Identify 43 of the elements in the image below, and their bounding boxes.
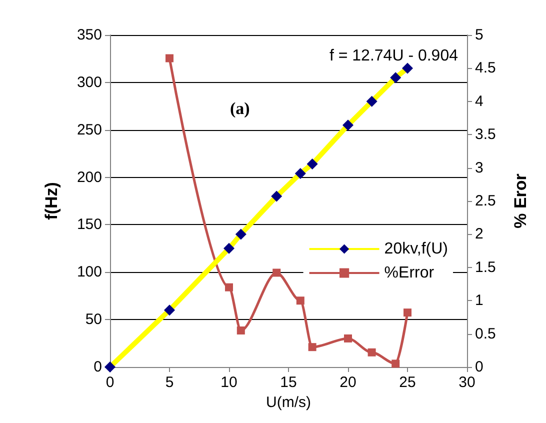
annotation: f = 12.74U - 0.904 (329, 48, 458, 64)
y2-tick-label: 4 (475, 92, 484, 110)
y-tick-label: 100 (76, 264, 102, 281)
y2-tick-label: 0 (475, 358, 484, 376)
y-tick-label: 50 (85, 311, 102, 328)
y-tick-label: 300 (76, 74, 102, 91)
x-axis-title: U(m/s) (266, 394, 311, 411)
y-tick-label: 150 (76, 216, 102, 234)
x-tick-label: 10 (220, 374, 238, 391)
y2-tick-label: 1.5 (475, 258, 496, 276)
x-tick-label: 30 (458, 374, 476, 391)
legend-label: 20kv,f(U) (384, 240, 448, 258)
y-axis-title: f(Hz) (42, 182, 61, 220)
y2-tick-label: 3.5 (475, 126, 496, 144)
point (236, 326, 245, 334)
x-tick-label: 0 (106, 374, 114, 391)
y2-tick-label: 2 (475, 226, 484, 243)
point (404, 308, 412, 317)
point (225, 283, 233, 292)
point (296, 296, 304, 305)
y2-tick-label: 3 (475, 159, 484, 176)
x-tick-label: 25 (399, 374, 416, 391)
y2-tick-label: 2.5 (475, 192, 496, 210)
point (308, 343, 316, 352)
x-tick-label: 20 (340, 374, 356, 391)
y-tick-label: 350 (76, 26, 102, 44)
point (272, 268, 281, 277)
point (392, 360, 400, 368)
y2-tick-label: 0.5 (475, 325, 496, 342)
y2-tick-label: 4.5 (475, 60, 496, 77)
y-tick-label: 200 (76, 168, 102, 186)
y2-axis-title: % Eror (511, 173, 530, 228)
point (166, 54, 174, 62)
y-tick-label: 250 (76, 121, 102, 138)
x-tick-label: 5 (165, 374, 174, 391)
annotation: (a) (230, 99, 250, 118)
point (344, 334, 352, 342)
legend-label: %Error (384, 264, 435, 282)
x-tick-label: 15 (280, 374, 297, 391)
y-tick-label: 0 (94, 358, 102, 376)
y2-tick-label: 1 (475, 292, 484, 310)
y2-tick-label: 5 (475, 26, 484, 44)
point (368, 348, 376, 356)
